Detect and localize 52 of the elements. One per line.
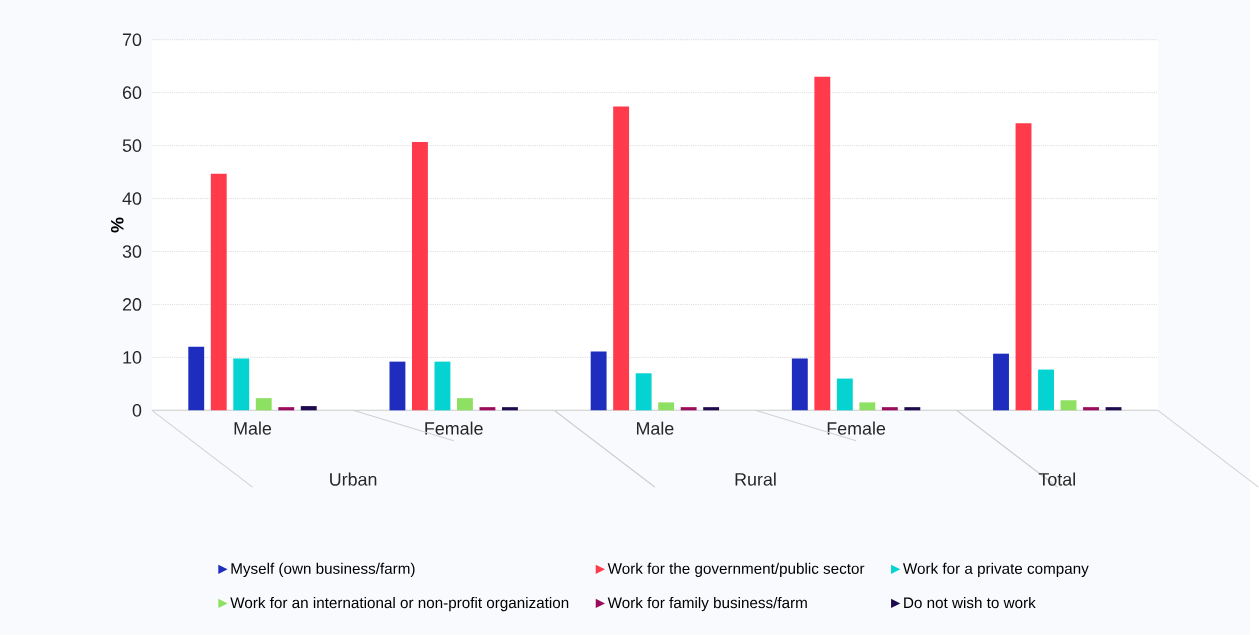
x-tick-label: Male [234, 421, 272, 435]
bar [1038, 369, 1054, 411]
bar [389, 361, 406, 411]
bar [791, 358, 808, 411]
text: Urban [330, 472, 377, 486]
bar [479, 407, 496, 411]
bar [1083, 407, 1099, 411]
bar [300, 406, 317, 411]
bar [502, 407, 518, 411]
legend-label: Work for family business/farm [607, 597, 807, 612]
bar [457, 398, 473, 411]
bar [658, 402, 675, 411]
y-tick-label: 50 [122, 139, 142, 153]
bar [814, 76, 831, 411]
bar [993, 353, 1009, 411]
legend-label: Myself (own business/farm) [231, 562, 415, 578]
bar [836, 378, 853, 411]
bar [434, 361, 451, 411]
legend-label: Work for an international or non-profit organization [230, 597, 569, 612]
y-tick-label: 60 [122, 86, 142, 100]
bar [703, 407, 720, 411]
bar [1060, 400, 1077, 411]
legend-label: Work for the government/public sector [607, 562, 865, 578]
x-tick-label: Female [827, 421, 886, 435]
bar [590, 351, 607, 411]
legend-label: Do not wish to work [904, 597, 1036, 609]
bar [210, 173, 227, 411]
x-tick-label: Female [425, 421, 483, 435]
y-tick-label: 20 [122, 298, 142, 311]
bar [1105, 407, 1122, 411]
bar [881, 407, 898, 411]
bar [613, 106, 630, 411]
legend-label: Work for a private company [903, 562, 1089, 578]
bar [188, 346, 205, 411]
y-tick-label: 10 [123, 351, 142, 364]
y-tick-label: 30 [122, 245, 142, 258]
bar [1015, 123, 1032, 411]
text: Rural [735, 472, 776, 486]
bar [255, 398, 272, 411]
bar [278, 407, 295, 411]
bar [680, 407, 697, 411]
bar [904, 407, 921, 411]
bar [635, 373, 652, 411]
bar [412, 142, 428, 411]
y-tick-label: 40 [122, 192, 142, 206]
y-tick-label: 70 [122, 33, 142, 47]
bar [233, 358, 250, 411]
x-tick-label: Male [637, 421, 674, 435]
text: Total [1038, 472, 1075, 486]
bar [859, 402, 876, 411]
y-axis-title: % [110, 217, 124, 233]
y-tick-label: 0 [132, 404, 142, 417]
